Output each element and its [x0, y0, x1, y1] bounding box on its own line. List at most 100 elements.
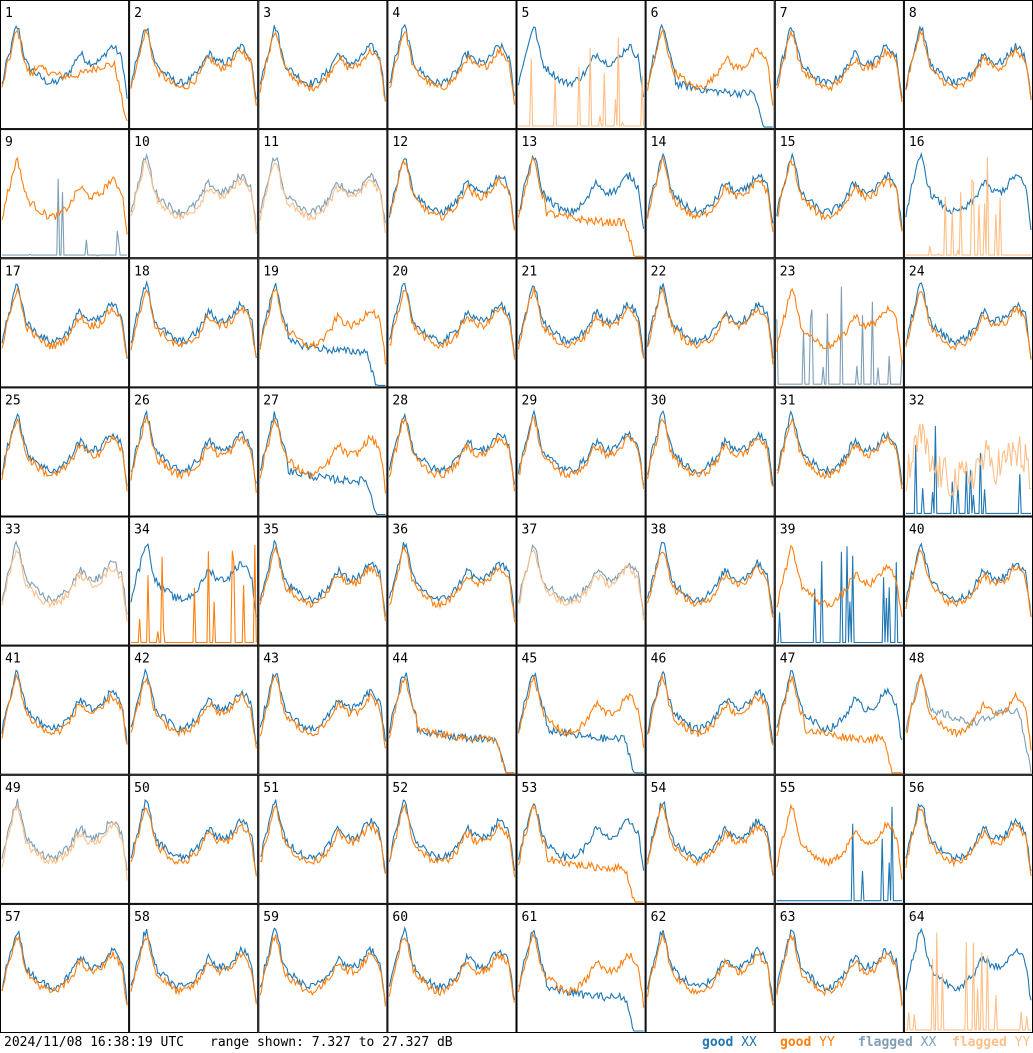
- series-line-48-yy: [905, 673, 1032, 751]
- panel-label-22: 22: [651, 264, 667, 279]
- panel-label-53: 53: [522, 781, 538, 796]
- series-line-33-xx: [1, 539, 128, 615]
- legend-flagged-yy: flagged YY: [952, 1033, 1030, 1053]
- panel-frame-5: [516, 0, 646, 130]
- panel-frame-13: [516, 129, 646, 259]
- series-line-44-yy: [388, 677, 515, 774]
- series-line-38-yy: [647, 551, 774, 618]
- panel-frame-44: [387, 645, 517, 775]
- series-line-18-yy: [130, 289, 257, 358]
- series-line-55-xx: [776, 806, 902, 902]
- series-line-31-yy: [776, 417, 903, 490]
- panel-frame-42: [129, 645, 259, 775]
- panel-label-63: 63: [780, 910, 796, 925]
- series-line-54-xx: [647, 801, 774, 875]
- series-line-54-yy: [647, 803, 774, 876]
- series-line-23-yy: [776, 287, 903, 364]
- series-line-53-yy: [517, 804, 644, 903]
- panel-label-42: 42: [134, 652, 150, 667]
- series-line-39-xx: [776, 546, 902, 644]
- series-line-7-yy: [776, 29, 903, 103]
- series-line-20-yy: [389, 289, 516, 360]
- series-line-23-xx: [776, 286, 903, 385]
- series-line-29-yy: [518, 416, 645, 489]
- panel-frame-62: [645, 903, 775, 1033]
- series-line-27-yy: [259, 417, 386, 494]
- series-line-5-xx: [517, 26, 645, 97]
- panel-label-18: 18: [134, 264, 150, 279]
- series-line-57-yy: [1, 935, 128, 1006]
- series-line-40-xx: [905, 542, 1032, 618]
- series-line-12-xx: [388, 158, 516, 230]
- panel-frame-54: [645, 774, 775, 904]
- panel-label-35: 35: [263, 523, 279, 538]
- panel-frame-59: [258, 903, 388, 1033]
- panel-frame-45: [516, 645, 646, 775]
- series-line-22-yy: [647, 288, 774, 365]
- range-text: range shown: 7.327 to 27.327 dB: [210, 1035, 453, 1050]
- panel-frame-50: [129, 774, 259, 904]
- panel-frame-10: [129, 129, 259, 259]
- panel-label-9: 9: [5, 135, 13, 150]
- series-line-41-yy: [1, 672, 128, 745]
- panel-frame-55: [774, 774, 904, 904]
- panel-frame-36: [387, 516, 517, 646]
- panel-label-37: 37: [522, 523, 538, 538]
- series-line-32-yy: [905, 423, 1032, 497]
- panel-label-26: 26: [134, 393, 150, 408]
- series-line-40-yy: [905, 549, 1032, 617]
- series-line-58-yy: [130, 934, 257, 1005]
- panel-label-61: 61: [522, 910, 538, 925]
- series-line-51-yy: [260, 805, 386, 875]
- panel-frame-22: [645, 258, 775, 388]
- series-line-49-xx: [1, 798, 128, 871]
- panel-frame-11: [258, 129, 388, 259]
- series-line-19-xx: [259, 283, 386, 386]
- series-line-52-xx: [388, 799, 516, 871]
- series-line-35-yy: [259, 545, 386, 622]
- panel-label-10: 10: [134, 135, 150, 150]
- panel-label-11: 11: [263, 135, 279, 150]
- series-line-37-xx: [517, 543, 645, 616]
- panel-label-38: 38: [651, 523, 667, 538]
- series-line-25-xx: [1, 412, 128, 487]
- panel-label-39: 39: [780, 523, 796, 538]
- series-line-60-yy: [388, 937, 516, 1003]
- panel-label-8: 8: [909, 6, 917, 21]
- panel-frame-35: [258, 516, 388, 646]
- panel-frame-38: [645, 516, 775, 646]
- series-line-59-xx: [259, 927, 386, 1004]
- series-line-46-xx: [647, 670, 774, 744]
- panel-frame-4: [387, 0, 517, 130]
- panel-label-34: 34: [134, 523, 150, 538]
- panel-label-54: 54: [651, 781, 667, 796]
- panel-label-21: 21: [522, 264, 538, 279]
- series-line-11-yy: [259, 163, 386, 234]
- legend-flagged-yy-word: flagged: [952, 1035, 1007, 1050]
- panel-frame-8: [903, 0, 1033, 130]
- series-line-4-yy: [389, 31, 516, 105]
- panel-label-4: 4: [392, 6, 400, 21]
- panel-label-48: 48: [909, 652, 925, 667]
- series-line-1-xx: [1, 24, 128, 99]
- panel-frame-31: [774, 387, 904, 517]
- series-line-5-yy: [518, 37, 645, 127]
- series-line-63-yy: [776, 933, 903, 1007]
- panel-label-13: 13: [522, 135, 538, 150]
- panel-label-25: 25: [5, 393, 21, 408]
- series-line-9-xx: [2, 178, 128, 257]
- legend-good-yy-word: good: [780, 1035, 812, 1050]
- series-line-39-yy: [776, 544, 903, 617]
- panel-label-17: 17: [5, 264, 21, 279]
- series-line-7-xx: [776, 26, 903, 99]
- series-line-30-yy: [647, 418, 774, 487]
- series-line-56-yy: [905, 805, 1032, 876]
- series-line-36-xx: [388, 541, 516, 618]
- panel-label-59: 59: [263, 910, 279, 925]
- series-line-48-xx: [905, 673, 1032, 773]
- series-line-44-xx: [388, 672, 515, 774]
- panel-label-45: 45: [522, 652, 538, 667]
- panel-label-44: 44: [392, 652, 408, 667]
- series-line-9-yy: [1, 156, 128, 235]
- panel-frame-6: [645, 0, 775, 130]
